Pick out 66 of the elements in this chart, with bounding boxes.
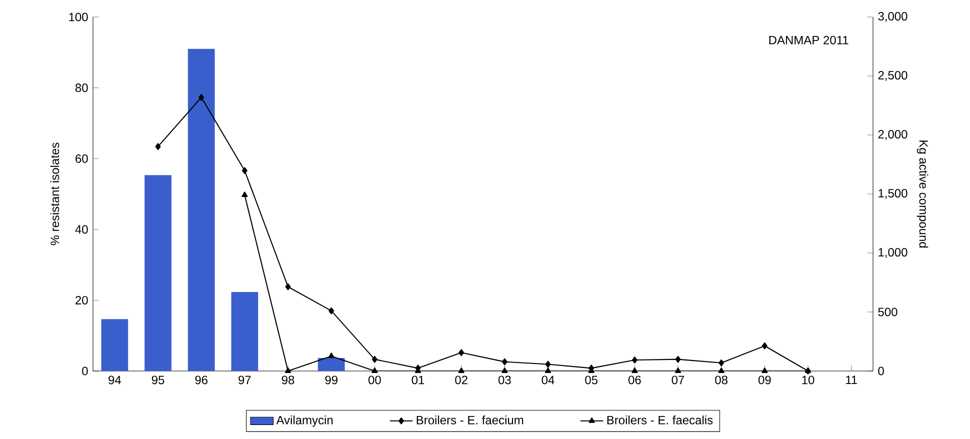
x-tick-label: 10 xyxy=(802,376,814,384)
y2-tick-label: 0 xyxy=(878,366,884,376)
y2-tick-label: 2,500 xyxy=(878,71,908,81)
legend-label: Broilers - E. faecium xyxy=(416,416,524,424)
annotation: DANMAP 2011 xyxy=(769,36,848,44)
x-tick-label: 02 xyxy=(455,376,468,384)
x-tick-label: 08 xyxy=(715,376,728,384)
point xyxy=(674,368,682,374)
y2-tick-label: 3,000 xyxy=(878,12,908,22)
point xyxy=(458,368,464,374)
point xyxy=(155,143,161,150)
x-tick-label: 07 xyxy=(672,376,684,384)
x-tick-label: 04 xyxy=(542,376,554,384)
point xyxy=(458,349,464,356)
point xyxy=(718,359,724,366)
y2-tick-label: 1,500 xyxy=(878,189,908,199)
point xyxy=(198,94,204,101)
x-tick-label: 99 xyxy=(325,376,338,384)
point xyxy=(502,368,508,374)
point xyxy=(675,356,681,363)
x-tick-label: 95 xyxy=(152,376,164,384)
point xyxy=(328,352,334,358)
bar xyxy=(231,292,258,371)
x-tick-label: 94 xyxy=(108,376,121,384)
point xyxy=(545,360,551,368)
legend-label: Broilers - E. faecalis xyxy=(607,416,713,424)
y2-tick-label: 1,000 xyxy=(878,248,908,258)
x-tick-label: 06 xyxy=(628,376,641,384)
bar xyxy=(101,319,128,371)
point xyxy=(285,283,291,290)
point xyxy=(502,358,508,366)
y-tick-label: 20 xyxy=(76,296,88,304)
x-tick-label: 09 xyxy=(758,376,771,384)
point xyxy=(328,307,334,314)
x-tick-label: 01 xyxy=(412,376,424,384)
y-tick-label: 80 xyxy=(75,84,88,92)
y-tick-label: 40 xyxy=(75,225,88,234)
y-tick-label: 100 xyxy=(69,12,88,22)
bar xyxy=(188,48,215,371)
y-tick-label: 60 xyxy=(76,154,88,163)
x-tick-label: 11 xyxy=(846,376,857,384)
point xyxy=(632,356,638,364)
x-tick-label: 03 xyxy=(498,376,511,384)
bar xyxy=(144,175,172,371)
y-tick-label: 0 xyxy=(82,366,88,376)
point xyxy=(242,192,248,198)
legend-label: Avilamycin xyxy=(276,416,333,427)
x-tick-label: 98 xyxy=(282,376,294,384)
y2-tick-label: 500 xyxy=(878,308,898,316)
x-tick-label: 97 xyxy=(238,376,251,384)
point xyxy=(284,368,292,374)
point xyxy=(762,342,768,350)
y2-tick-label: 2,000 xyxy=(878,130,908,140)
x-tick-label: 05 xyxy=(585,376,598,384)
point xyxy=(632,368,638,374)
point xyxy=(544,368,552,374)
bar xyxy=(318,358,345,371)
point xyxy=(762,368,768,374)
point xyxy=(718,368,724,374)
x-tick-label: 00 xyxy=(368,376,381,384)
y-axis-title: % resistant isolates xyxy=(50,142,60,246)
point xyxy=(372,368,378,374)
point xyxy=(242,167,248,174)
y2-axis-title: Kg active compound xyxy=(916,140,928,248)
x-tick-label: 96 xyxy=(195,376,208,384)
point xyxy=(372,356,378,363)
